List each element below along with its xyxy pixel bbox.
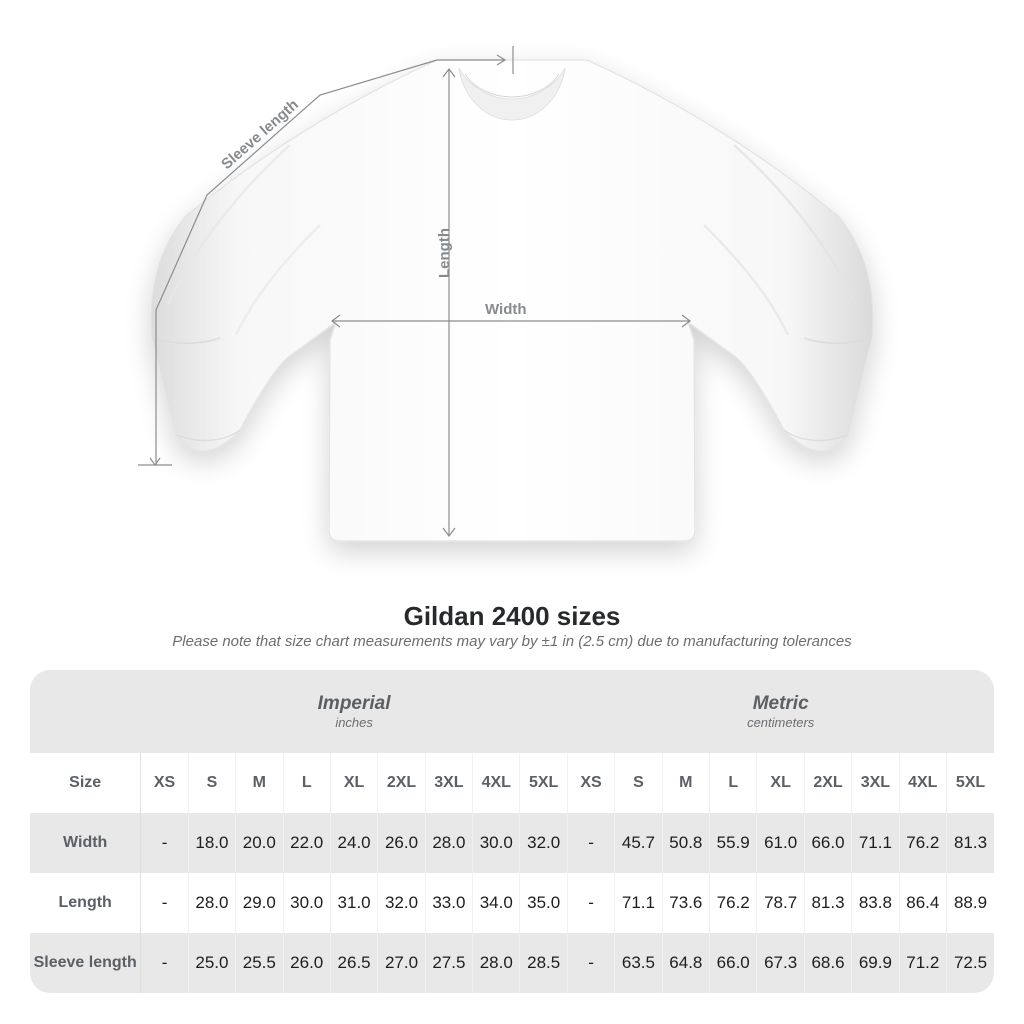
- svg-text:Length: Length: [436, 228, 453, 278]
- svg-text:Width: Width: [485, 301, 527, 318]
